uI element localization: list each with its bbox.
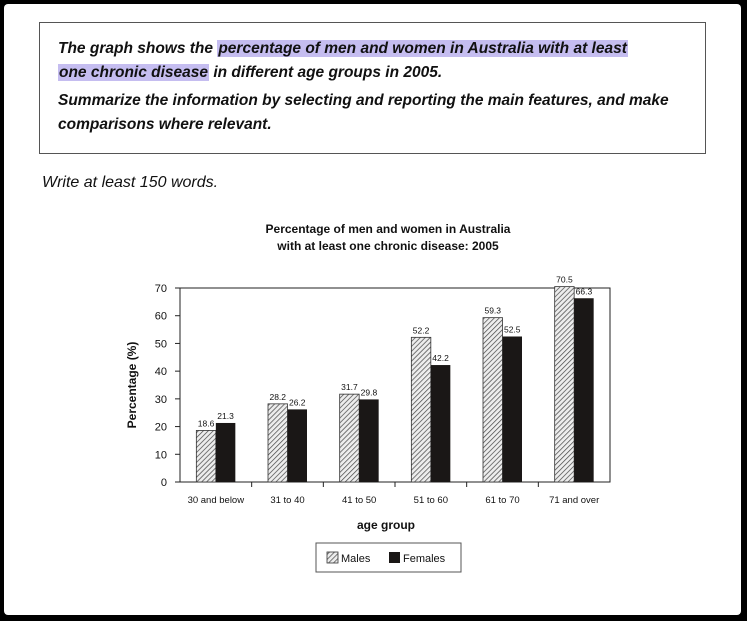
highlighted-text-line2: one chronic disease xyxy=(58,64,210,81)
bar-males xyxy=(339,393,360,483)
y-tick-label: 70 xyxy=(155,283,167,295)
bar-females xyxy=(574,298,594,482)
task-text-prefix: The graph shows the xyxy=(58,40,218,57)
word-count-instruction: Write at least 150 words. xyxy=(42,174,219,191)
chart-title-line-2: with at least one chronic disease: 2005 xyxy=(276,239,499,253)
bar-males xyxy=(195,430,217,483)
value-label-males: 18.6 xyxy=(198,418,215,428)
page: The graph shows the percentage of men an… xyxy=(4,4,741,615)
value-label-males: 70.5 xyxy=(556,275,573,285)
value-label-females: 42.2 xyxy=(432,353,449,363)
x-category-label: 30 and below xyxy=(188,495,245,506)
bar-males xyxy=(267,403,288,483)
y-tick-label: 0 xyxy=(161,477,167,489)
value-label-females: 66.3 xyxy=(576,286,593,296)
value-label-females: 21.3 xyxy=(217,411,234,421)
x-axis-title: age group xyxy=(357,518,415,532)
bar-females xyxy=(215,422,236,482)
y-tick-label: 50 xyxy=(155,338,167,350)
y-tick-label: 20 xyxy=(155,422,167,434)
chart-title-line-1: Percentage of men and women in Australia xyxy=(266,222,511,236)
legend-box xyxy=(315,542,462,573)
y-tick-label: 10 xyxy=(155,449,167,461)
legend-label-males: Males xyxy=(341,553,371,565)
task-description: The graph shows the percentage of men an… xyxy=(58,37,688,85)
x-category-label: 71 and over xyxy=(549,495,599,506)
bar-females xyxy=(502,336,522,482)
y-axis-title: Percentage (%) xyxy=(125,342,139,429)
plot-frame xyxy=(179,287,611,483)
x-category-label: 51 to 60 xyxy=(414,495,448,506)
value-label-males: 31.7 xyxy=(341,382,358,392)
bar-females xyxy=(287,409,307,482)
bar-females xyxy=(359,399,379,482)
legend-label-females: Females xyxy=(403,553,446,565)
x-category-label: 31 to 40 xyxy=(270,495,304,506)
legend-swatch-females xyxy=(389,552,400,563)
y-tick-label: 60 xyxy=(155,311,167,323)
x-category-label: 61 to 70 xyxy=(485,495,519,506)
task-prompt-box: The graph shows the percentage of men an… xyxy=(39,22,706,154)
value-label-males: 52.2 xyxy=(413,325,430,335)
value-label-males: 59.3 xyxy=(484,306,501,316)
legend-swatch-males xyxy=(326,551,339,564)
value-label-males: 28.2 xyxy=(269,392,286,402)
bar-males xyxy=(410,336,432,483)
y-tick-label: 30 xyxy=(155,394,167,406)
bar-females xyxy=(430,365,451,482)
bar-males xyxy=(554,286,575,483)
value-label-females: 29.8 xyxy=(361,387,378,397)
highlighted-text-line1: percentage of men and women in Australia… xyxy=(217,40,628,57)
task-text-suffix: in different age groups in 2005. xyxy=(209,64,443,81)
task-instructions: Summarize the information by selecting a… xyxy=(58,92,669,133)
value-label-females: 26.2 xyxy=(289,397,306,407)
bar-males xyxy=(482,317,503,483)
y-tick-label: 40 xyxy=(155,366,167,378)
x-category-label: 41 to 50 xyxy=(342,495,376,506)
value-label-females: 52.5 xyxy=(504,325,521,335)
